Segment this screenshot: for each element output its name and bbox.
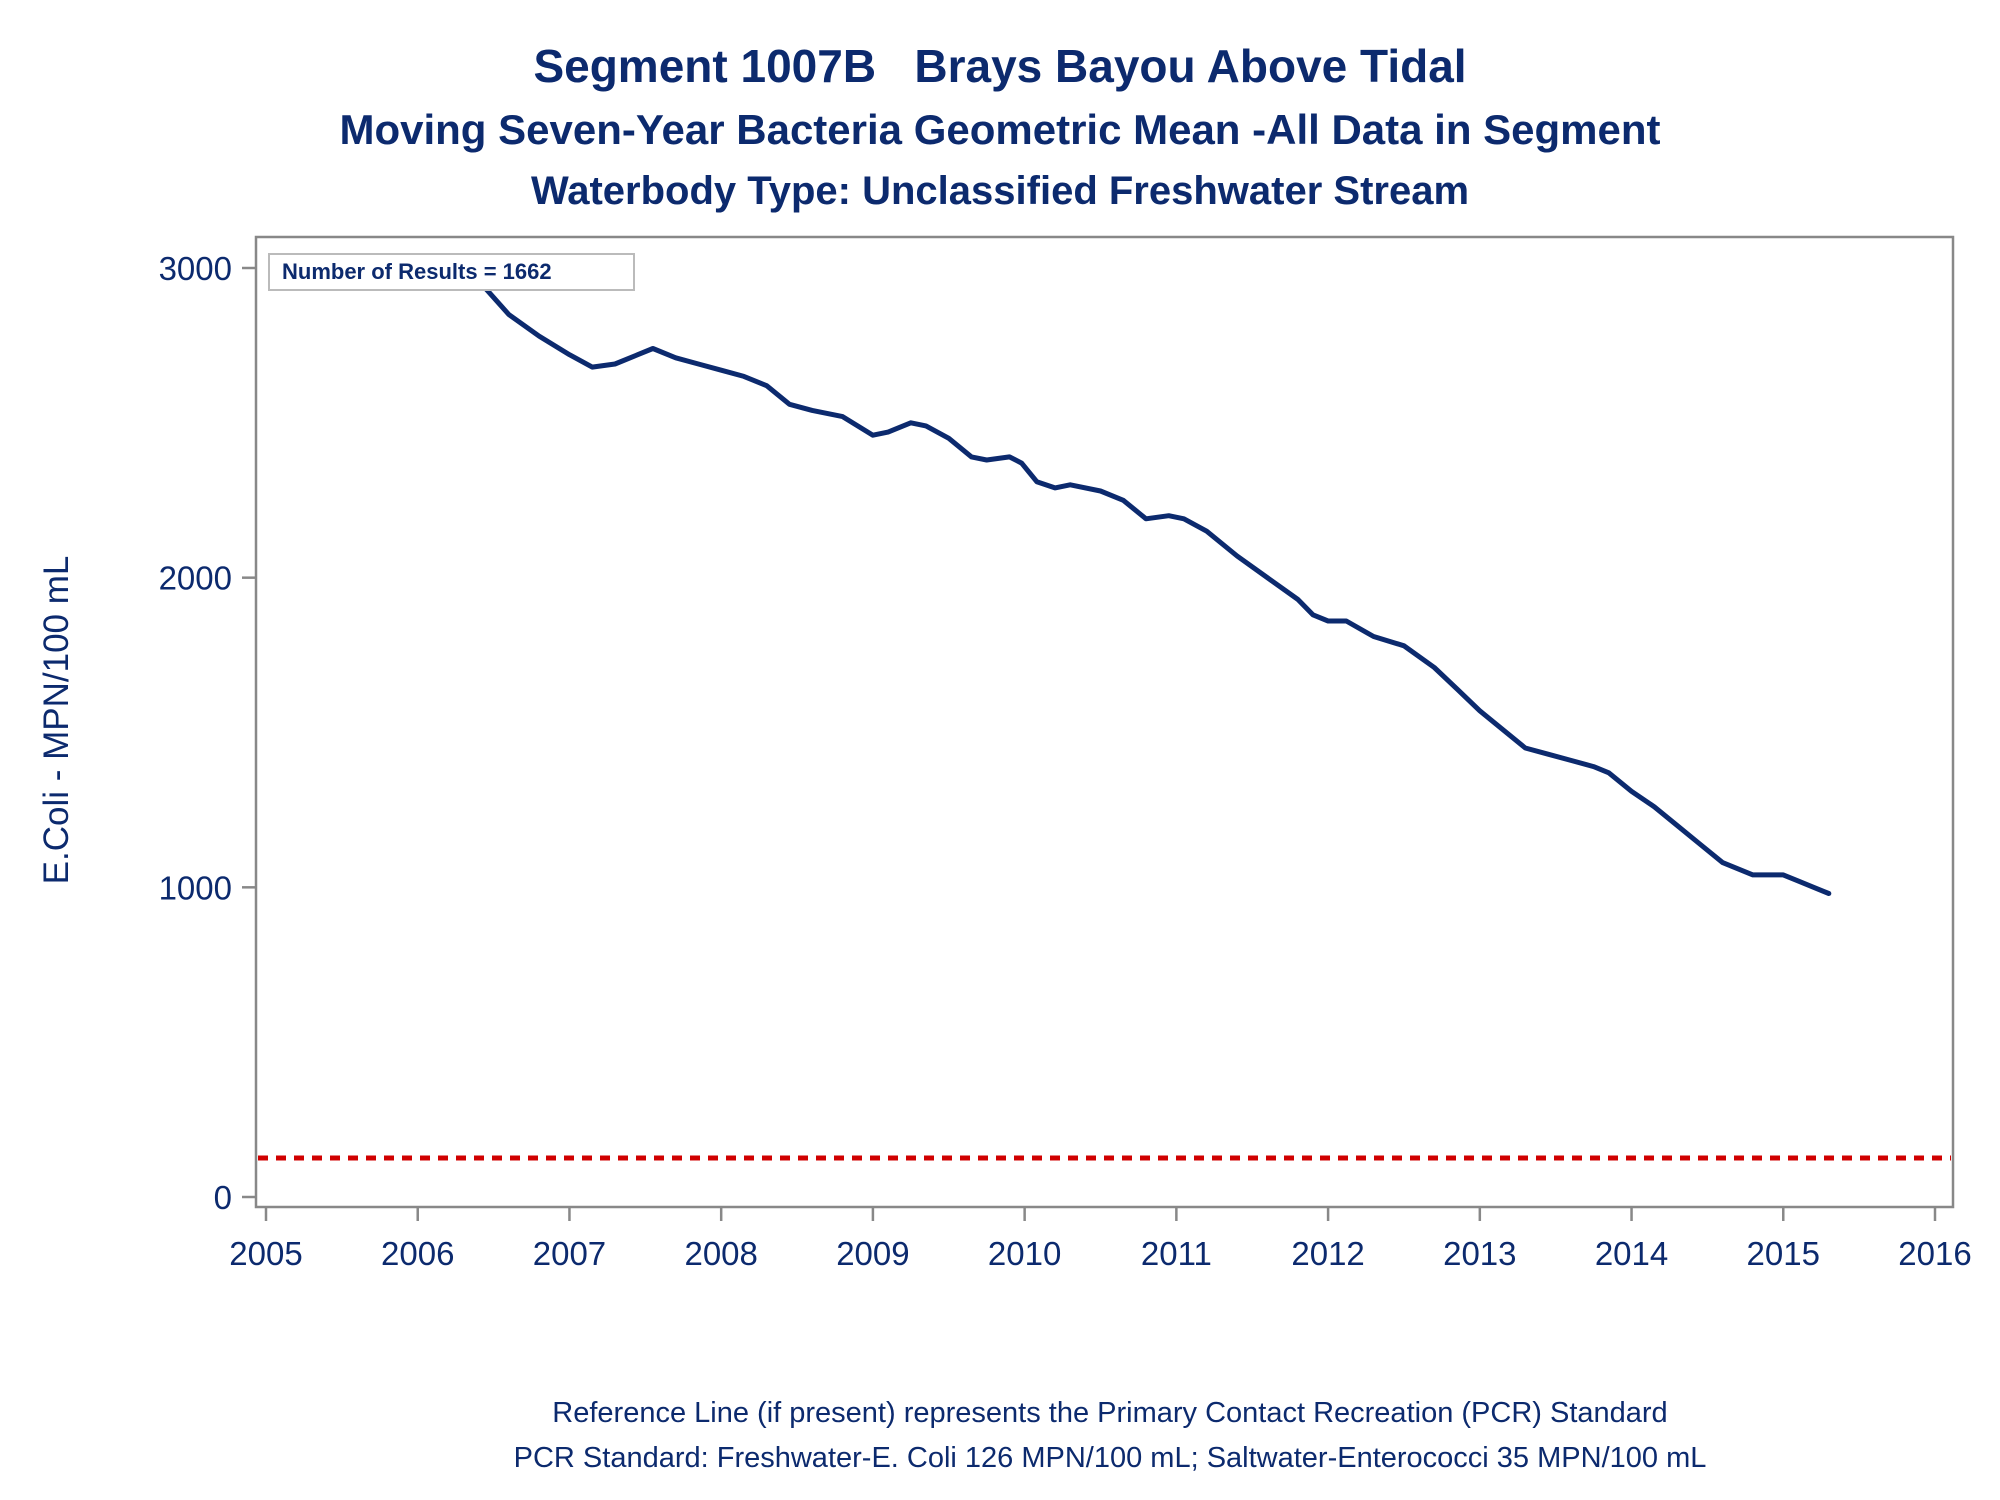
x-tick-label-2012: 2012: [1291, 1235, 1364, 1272]
y-tick-label-2000: 2000: [159, 560, 232, 597]
plot-frame: [254, 235, 1955, 1209]
results-count-frame: [268, 253, 635, 291]
chart-subtitle: Moving Seven-Year Bacteria Geometric Mea…: [339, 106, 1660, 153]
x-tick-label-2011: 2011: [1141, 1235, 1212, 1272]
footnote-line-2: PCR Standard: Freshwater-E. Coli 126 MPN…: [514, 1442, 1707, 1474]
results-count-box: Number of Results = 1662: [268, 253, 635, 291]
x-tick-label-2014: 2014: [1595, 1235, 1668, 1272]
x-tick-label-2007: 2007: [533, 1235, 606, 1272]
y-tick-label-1000: 1000: [159, 869, 232, 906]
x-tick-label-2015: 2015: [1747, 1235, 1820, 1272]
x-axis: 2005 2006 2007 2008 2009 2010 2011 2012 2013 2014…: [229, 1207, 1972, 1272]
footnote-line-1: Reference Line (if present) represents t…: [552, 1397, 1667, 1429]
chart-subtitle-2: Waterbody Type: Unclassified Freshwater …: [531, 169, 1469, 213]
x-tick-label-2005: 2005: [229, 1235, 302, 1272]
geomean-series-line: [369, 253, 1832, 896]
x-tick-label-2009: 2009: [836, 1235, 909, 1272]
x-tick-label-2008: 2008: [684, 1235, 757, 1272]
y-axis: 0 1000 2000 3000: [159, 250, 256, 1216]
y-tick-label-0: 0: [214, 1179, 232, 1216]
x-tick-label-2006: 2006: [381, 1235, 454, 1272]
x-tick-label-2013: 2013: [1443, 1235, 1516, 1272]
results-count-label: Number of Results = 1662: [282, 259, 552, 284]
chart-title: Segment 1007B Brays Bayou Above Tidal: [533, 40, 1466, 92]
y-axis-title: E.Coli - MPN/100 mL: [37, 556, 76, 885]
x-tick-label-2016: 2016: [1898, 1235, 1971, 1272]
y-tick-label-3000: 3000: [159, 250, 232, 287]
x-tick-label-2010: 2010: [988, 1235, 1061, 1272]
